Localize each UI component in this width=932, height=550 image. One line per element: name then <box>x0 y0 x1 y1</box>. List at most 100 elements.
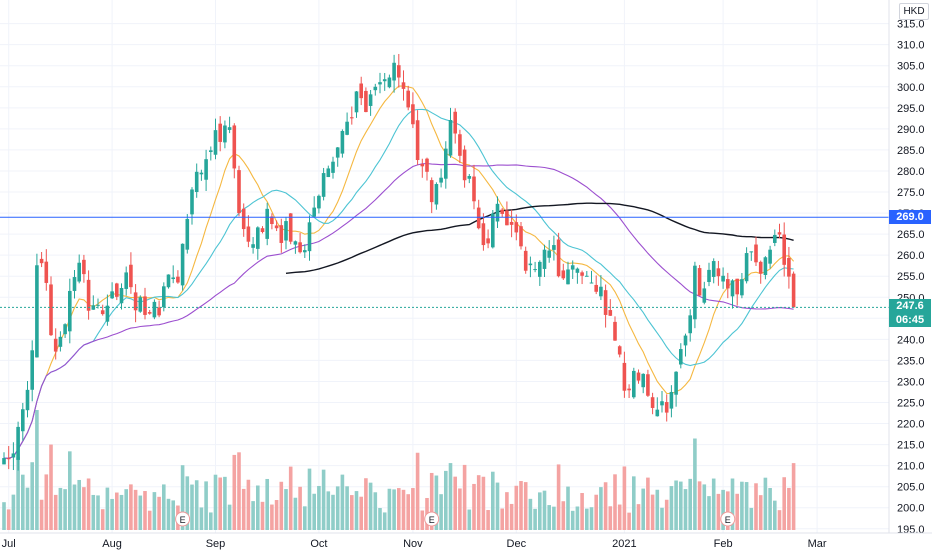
candle-body <box>453 111 457 134</box>
candle-body <box>782 234 786 265</box>
candle-body <box>100 310 105 315</box>
candle-body <box>364 90 368 113</box>
candle-body <box>641 373 645 388</box>
volume-bar <box>693 438 697 530</box>
volume-bar <box>96 495 100 530</box>
candle-body <box>326 168 331 178</box>
candle-body <box>251 244 255 248</box>
candle-body <box>462 149 467 181</box>
volume-bar <box>260 501 265 530</box>
volume-bar <box>124 489 128 530</box>
candle-body <box>35 265 39 358</box>
candle-body <box>495 203 500 222</box>
volume-bar <box>749 507 754 530</box>
volume-bar <box>721 489 725 530</box>
candle-body <box>241 208 246 230</box>
candle-body <box>617 346 622 355</box>
volume-bar <box>566 486 570 530</box>
volume-bar <box>533 508 537 530</box>
candle-body <box>58 336 63 347</box>
volume-bar <box>415 452 420 530</box>
candle-body <box>129 264 133 288</box>
candle-body <box>603 290 608 315</box>
earnings-marker[interactable] <box>424 511 440 527</box>
y-tick-label: 280.0 <box>897 166 925 178</box>
volume-bar <box>768 488 772 530</box>
candle-body <box>552 245 556 250</box>
candle-body <box>298 242 302 253</box>
time-axis[interactable]: Jul Aug Sep Oct Nov Dec 2021 Feb Mar <box>0 532 932 550</box>
candle-body <box>378 82 382 85</box>
y-tick-label: 310.0 <box>897 40 925 52</box>
candle-body <box>115 283 119 297</box>
candle-body <box>622 362 627 391</box>
volume-bar <box>594 494 598 530</box>
volume-bar <box>147 510 152 530</box>
candle-body <box>368 94 373 106</box>
volume-bar <box>30 462 34 530</box>
volume-bar <box>777 510 782 530</box>
earnings-marker[interactable] <box>175 511 191 527</box>
candle-body <box>387 77 392 88</box>
y-tick-label: 300.0 <box>897 82 925 94</box>
volume-bar <box>293 497 298 530</box>
candle-body <box>185 218 190 250</box>
candle-body <box>44 261 49 283</box>
volume-bar <box>53 494 58 530</box>
volume-bar <box>326 491 331 530</box>
y-tick-label: 305.0 <box>897 61 925 73</box>
y-tick-label: 255.0 <box>897 271 925 283</box>
price-axis[interactable]: 195.0 200.0 205.0 210.0 215.0 220.0 225.0 230.0… <box>888 0 925 536</box>
candle-body <box>133 292 138 311</box>
candle-body <box>773 234 777 243</box>
volume-bar <box>603 482 608 530</box>
volume-bar <box>538 492 542 530</box>
earnings-marker[interactable] <box>720 511 736 527</box>
volume-bar <box>476 475 481 530</box>
volume-bar <box>237 452 241 530</box>
volume-bar <box>491 471 495 530</box>
candle-body <box>39 258 44 264</box>
candle-body <box>82 259 86 275</box>
candle-body <box>740 279 744 296</box>
candle-body <box>472 176 476 202</box>
candle-body <box>429 180 434 203</box>
candle-body <box>105 305 110 322</box>
y-tick-label: 195.0 <box>897 524 925 536</box>
price-level-lines <box>0 216 889 308</box>
volume-bar <box>171 500 175 530</box>
candle-body <box>373 86 378 91</box>
volume-bar <box>505 492 509 530</box>
candle-body <box>514 222 519 233</box>
volume-bar <box>561 501 566 530</box>
volume-bar <box>655 489 660 530</box>
volume-bar <box>91 494 96 530</box>
volume-bar <box>288 466 293 530</box>
candle-body <box>270 216 274 225</box>
candle-body <box>655 409 660 417</box>
volume-bar <box>406 494 410 530</box>
volume-bar <box>627 512 631 530</box>
volume-bar <box>547 505 551 530</box>
x-tick-label: Aug <box>102 538 122 550</box>
earnings-marker-label: E <box>180 515 186 525</box>
y-tick-label: 265.0 <box>897 229 925 241</box>
currency-label[interactable]: HKD <box>899 3 929 20</box>
candle-body <box>265 208 269 239</box>
volume-bar <box>570 510 575 530</box>
volume-bar <box>284 489 288 530</box>
volume-bar <box>763 477 768 530</box>
volume-bar <box>702 484 707 530</box>
volume-bar <box>688 478 692 530</box>
candle-body <box>650 397 655 408</box>
candle-body <box>411 104 415 125</box>
volume-bar <box>194 480 199 530</box>
candle-body <box>758 261 763 274</box>
y-tick-label: 200.0 <box>897 503 925 515</box>
volume-bar <box>462 464 467 530</box>
candle-body <box>674 371 678 395</box>
volume-bar <box>608 506 613 530</box>
candle-body <box>237 170 241 214</box>
